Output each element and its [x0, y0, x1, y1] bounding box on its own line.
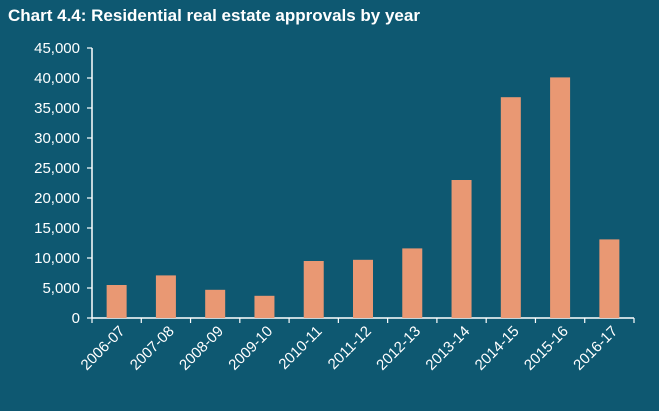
chart-title: Chart 4.4: Residential real estate appro… [8, 6, 420, 25]
x-tick-label: 2009-10 [225, 323, 276, 374]
y-tick-label: 40,000 [34, 70, 80, 87]
bar-2007-08 [155, 275, 176, 318]
x-tick-label: 2007-08 [127, 323, 178, 374]
bar-2011-12 [353, 259, 373, 318]
y-tick-label: 20,000 [34, 190, 80, 207]
bar-2015-16 [550, 77, 571, 319]
y-tick-label: 45,000 [34, 40, 80, 57]
x-tick-label: 2016-17 [570, 323, 621, 374]
bar-2008-09 [205, 289, 226, 318]
x-tick-label: 2012-13 [373, 323, 424, 374]
x-tick-label: 2008-09 [176, 323, 227, 374]
y-tick-label: 30,000 [34, 130, 80, 147]
y-tick-label: 5,000 [42, 280, 80, 297]
bar-2014-15 [500, 97, 521, 318]
x-tick-label: 2010-11 [275, 323, 325, 373]
bar-2013-14 [451, 180, 472, 318]
y-tick-label: 0 [72, 310, 80, 327]
x-tick-label: 2015-16 [521, 323, 572, 374]
bar-2010-11 [303, 261, 324, 318]
bar-2006-07 [106, 285, 127, 318]
bar-2012-13 [402, 248, 423, 318]
x-tick-label: 2013-14 [422, 323, 473, 374]
y-tick-label: 25,000 [34, 160, 80, 177]
y-tick-label: 15,000 [34, 220, 80, 237]
y-tick-label: 10,000 [34, 250, 80, 267]
bar-2016-17 [599, 239, 620, 318]
y-tick-label: 35,000 [34, 100, 80, 117]
bar-2009-10 [254, 295, 275, 318]
x-tick-label: 2006-07 [78, 323, 129, 374]
x-tick-label: 2014-15 [472, 323, 523, 374]
x-tick-label: 2011-12 [325, 323, 375, 373]
